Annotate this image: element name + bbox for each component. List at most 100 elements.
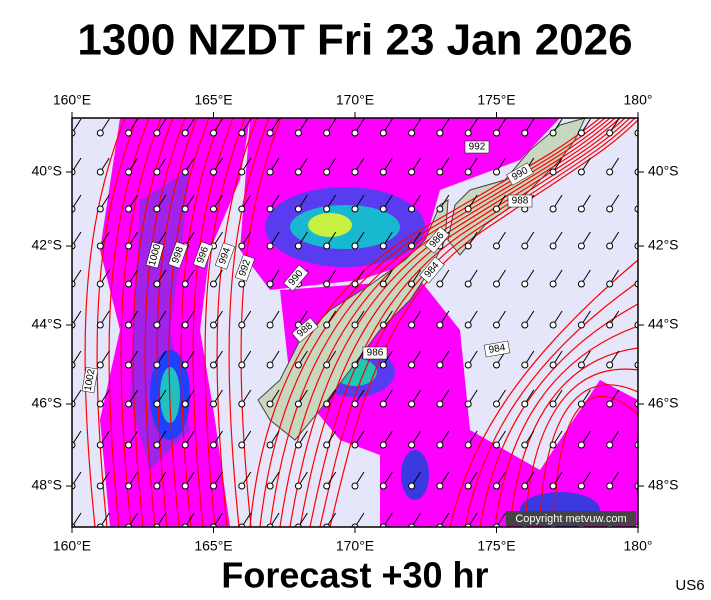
station xyxy=(436,280,444,288)
station xyxy=(577,321,585,329)
lon-label: 175°E xyxy=(477,92,515,108)
station xyxy=(210,482,217,490)
station xyxy=(238,129,246,137)
station xyxy=(351,242,359,250)
station xyxy=(323,400,331,408)
station xyxy=(606,205,614,213)
station xyxy=(436,129,444,137)
station xyxy=(181,441,189,449)
station xyxy=(96,400,104,408)
isobar-label: 988 xyxy=(512,196,529,207)
lon-label: 180° xyxy=(624,92,653,108)
station xyxy=(408,205,416,213)
station xyxy=(351,482,359,490)
station xyxy=(351,361,359,369)
station xyxy=(549,205,557,213)
station xyxy=(521,129,529,137)
wind-barb xyxy=(637,208,638,209)
lat-label: 42°S xyxy=(648,237,679,253)
station xyxy=(210,205,217,213)
station xyxy=(379,361,387,369)
station xyxy=(464,321,472,329)
station xyxy=(408,321,416,329)
station xyxy=(493,205,500,213)
isobar-label-group: 994 xyxy=(214,242,236,270)
station xyxy=(294,205,302,213)
lat-label: 46°S xyxy=(648,395,679,411)
wind-barb xyxy=(637,132,638,133)
station xyxy=(153,361,161,369)
station xyxy=(125,242,133,250)
station xyxy=(436,168,444,176)
station xyxy=(238,400,246,408)
station xyxy=(577,242,585,250)
station xyxy=(266,441,274,449)
station xyxy=(125,168,133,176)
isobar xyxy=(309,118,631,527)
station xyxy=(379,400,387,408)
station xyxy=(493,168,500,176)
station xyxy=(125,482,133,490)
isobar-label-group: 992 xyxy=(464,140,490,154)
isobar-labels: 9929909889869849909929949969981000100298… xyxy=(81,140,534,394)
station xyxy=(96,441,104,449)
station xyxy=(238,482,246,490)
station xyxy=(294,482,302,490)
station xyxy=(323,441,331,449)
station xyxy=(436,482,444,490)
isobar-label-group: 998 xyxy=(167,241,189,269)
isobar-label-box xyxy=(424,226,450,254)
station xyxy=(351,129,359,137)
station xyxy=(323,280,331,288)
station xyxy=(606,361,614,369)
rain-core xyxy=(308,213,352,237)
isobar xyxy=(464,281,638,527)
isobar-label-group: 1000 xyxy=(145,241,165,269)
station xyxy=(96,129,104,137)
isobar xyxy=(319,118,636,527)
station xyxy=(238,168,246,176)
wind-barb xyxy=(637,283,638,284)
station xyxy=(493,280,500,288)
station xyxy=(210,441,217,449)
isobar xyxy=(259,118,606,527)
station xyxy=(379,482,387,490)
station xyxy=(266,205,274,213)
station xyxy=(549,280,557,288)
station xyxy=(408,441,416,449)
station xyxy=(125,361,133,369)
station xyxy=(577,168,585,176)
station xyxy=(125,129,133,137)
wind-barb xyxy=(637,245,638,246)
station xyxy=(153,205,161,213)
station xyxy=(153,482,161,490)
isobar-label-group: 1002 xyxy=(81,366,99,394)
station xyxy=(181,321,189,329)
station xyxy=(323,168,331,176)
lon-label: 160°E xyxy=(53,92,91,108)
station xyxy=(549,321,557,329)
station xyxy=(606,400,614,408)
lat-label: 48°S xyxy=(31,477,62,493)
station xyxy=(464,400,472,408)
station xyxy=(521,441,529,449)
station xyxy=(521,361,529,369)
station xyxy=(351,321,359,329)
station xyxy=(125,441,133,449)
station xyxy=(294,168,302,176)
station xyxy=(493,482,500,490)
station xyxy=(153,400,161,408)
copyright-box xyxy=(506,511,636,526)
station xyxy=(436,400,444,408)
isobar xyxy=(279,118,616,527)
rain-core xyxy=(401,450,429,500)
station xyxy=(210,321,217,329)
station xyxy=(464,129,472,137)
rain-band xyxy=(380,380,638,527)
station xyxy=(464,361,472,369)
station xyxy=(323,205,331,213)
isobar-label-box xyxy=(283,264,309,292)
station xyxy=(577,280,585,288)
lon-label: 165°E xyxy=(194,538,232,554)
